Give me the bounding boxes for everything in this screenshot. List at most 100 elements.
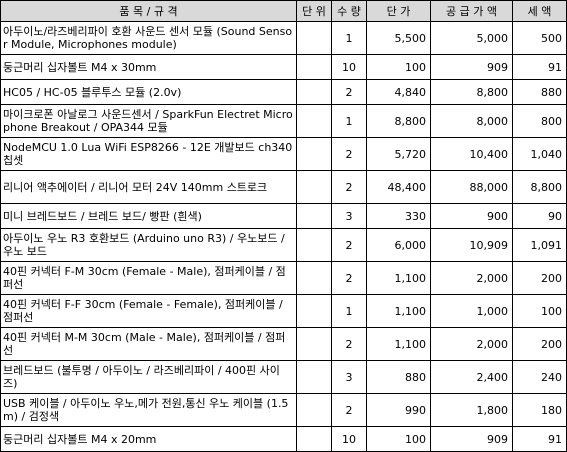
header-tax: 세 액 bbox=[512, 0, 567, 22]
item-tax: 90 bbox=[512, 203, 567, 229]
item-name: 둥근머리 십자볼트 M4 x 30mm bbox=[0, 54, 297, 80]
item-name: 브레드보드 (불투명 / 아두이노 / 라즈베리파이 / 400핀 사이즈) bbox=[0, 360, 297, 394]
item-unit bbox=[296, 137, 332, 171]
item-price: 5,500 bbox=[366, 21, 431, 55]
item-tax: 880 bbox=[512, 79, 567, 105]
item-name: HC05 / HC-05 블루투스 모듈 (2.0v) bbox=[0, 79, 297, 105]
table-body: 아두이노/라즈베리파이 호환 사운드 센서 모듈 (Sound Sensor M… bbox=[0, 21, 567, 452]
item-qty: 1 bbox=[331, 294, 367, 328]
table-row: HC05 / HC-05 블루투스 모듈 (2.0v) 2 4,840 8,80… bbox=[0, 79, 567, 105]
item-qty: 1 bbox=[331, 104, 367, 138]
item-unit bbox=[296, 360, 332, 394]
item-tax: 200 bbox=[512, 261, 567, 295]
table-row: 미니 브레드보드 / 브레드 보드/ 빵판 (흰색) 3 330 900 90 bbox=[0, 203, 567, 229]
table-row: 마이크로폰 아날로그 사운드센서 / SparkFun Electret Mic… bbox=[0, 104, 567, 138]
item-tax: 200 bbox=[512, 327, 567, 361]
table-row: 둥근머리 십자볼트 M4 x 20mm 10 100 909 91 bbox=[0, 426, 567, 452]
table-row: 아두이노 우노 R3 호환보드 (Arduino uno R3) / 우노보드 … bbox=[0, 228, 567, 262]
table-row: USB 케이블 / 아두이노 우노,메가 전원,통신 우노 케이블 (1.5m)… bbox=[0, 393, 567, 427]
item-tax: 180 bbox=[512, 393, 567, 427]
item-price: 8,800 bbox=[366, 104, 431, 138]
item-supply: 5,000 bbox=[430, 21, 513, 55]
item-qty: 2 bbox=[331, 79, 367, 105]
item-price: 990 bbox=[366, 393, 431, 427]
item-name: 40핀 커넥터 F-M 30cm (Female - Male), 점퍼케이블 … bbox=[0, 261, 297, 295]
item-qty: 2 bbox=[331, 261, 367, 295]
item-supply: 2,000 bbox=[430, 261, 513, 295]
item-tax: 91 bbox=[512, 426, 567, 452]
item-tax: 100 bbox=[512, 294, 567, 328]
table-row: 40핀 커넥터 M-M 30cm (Male - Male), 점퍼케이블 / … bbox=[0, 327, 567, 361]
item-unit bbox=[296, 426, 332, 452]
item-unit bbox=[296, 327, 332, 361]
item-unit bbox=[296, 170, 332, 204]
table-row: 40핀 커넥터 F-M 30cm (Female - Male), 점퍼케이블 … bbox=[0, 261, 567, 295]
item-name: 마이크로폰 아날로그 사운드센서 / SparkFun Electret Mic… bbox=[0, 104, 297, 138]
item-supply: 2,000 bbox=[430, 327, 513, 361]
item-qty: 10 bbox=[331, 54, 367, 80]
item-supply: 88,000 bbox=[430, 170, 513, 204]
item-tax: 8,800 bbox=[512, 170, 567, 204]
item-tax: 1,091 bbox=[512, 228, 567, 262]
item-name: 40핀 커넥터 M-M 30cm (Male - Male), 점퍼케이블 / … bbox=[0, 327, 297, 361]
table-row: 브레드보드 (불투명 / 아두이노 / 라즈베리파이 / 400핀 사이즈) 3… bbox=[0, 360, 567, 394]
item-unit bbox=[296, 79, 332, 105]
item-unit bbox=[296, 54, 332, 80]
item-qty: 2 bbox=[331, 137, 367, 171]
item-qty: 3 bbox=[331, 203, 367, 229]
item-price: 5,720 bbox=[366, 137, 431, 171]
item-tax: 1,040 bbox=[512, 137, 567, 171]
item-name: 둥근머리 십자볼트 M4 x 20mm bbox=[0, 426, 297, 452]
item-price: 1,100 bbox=[366, 327, 431, 361]
item-name: NodeMCU 1.0 Lua WiFi ESP8266 - 12E 개발보드 … bbox=[0, 137, 297, 171]
item-price: 100 bbox=[366, 426, 431, 452]
item-price: 1,100 bbox=[366, 294, 431, 328]
item-name: 리니어 액추에이터 / 리니어 모터 24V 140mm 스트로크 bbox=[0, 170, 297, 204]
header-item: 품 목 / 규 격 bbox=[0, 0, 297, 22]
item-supply: 8,800 bbox=[430, 79, 513, 105]
item-supply: 1,000 bbox=[430, 294, 513, 328]
item-qty: 2 bbox=[331, 327, 367, 361]
item-name: 미니 브레드보드 / 브레드 보드/ 빵판 (흰색) bbox=[0, 203, 297, 229]
item-price: 6,000 bbox=[366, 228, 431, 262]
item-supply: 900 bbox=[430, 203, 513, 229]
item-supply: 2,400 bbox=[430, 360, 513, 394]
item-price: 4,840 bbox=[366, 79, 431, 105]
item-supply: 8,000 bbox=[430, 104, 513, 138]
item-name: USB 케이블 / 아두이노 우노,메가 전원,통신 우노 케이블 (1.5m)… bbox=[0, 393, 297, 427]
item-price: 100 bbox=[366, 54, 431, 80]
item-unit bbox=[296, 228, 332, 262]
table-row: 아두이노/라즈베리파이 호환 사운드 센서 모듈 (Sound Sensor M… bbox=[0, 21, 567, 55]
item-unit bbox=[296, 203, 332, 229]
header-supply: 공 급 가 액 bbox=[430, 0, 513, 22]
item-qty: 2 bbox=[331, 170, 367, 204]
item-qty: 2 bbox=[331, 393, 367, 427]
table-row: NodeMCU 1.0 Lua WiFi ESP8266 - 12E 개발보드 … bbox=[0, 137, 567, 171]
item-supply: 10,400 bbox=[430, 137, 513, 171]
item-supply: 10,909 bbox=[430, 228, 513, 262]
item-qty: 10 bbox=[331, 426, 367, 452]
table-row: 둥근머리 십자볼트 M4 x 30mm 10 100 909 91 bbox=[0, 54, 567, 80]
table-row: 40핀 커넥터 F-F 30cm (Female - Female), 점퍼케이… bbox=[0, 294, 567, 328]
item-unit bbox=[296, 21, 332, 55]
item-price: 1,100 bbox=[366, 261, 431, 295]
item-supply: 909 bbox=[430, 54, 513, 80]
item-supply: 1,800 bbox=[430, 393, 513, 427]
item-qty: 2 bbox=[331, 228, 367, 262]
table-header-row: 품 목 / 규 격 단 위 수 량 단 가 공 급 가 액 세 액 bbox=[0, 0, 567, 22]
item-name: 아두이노/라즈베리파이 호환 사운드 센서 모듈 (Sound Sensor M… bbox=[0, 21, 297, 55]
item-unit bbox=[296, 294, 332, 328]
item-price: 880 bbox=[366, 360, 431, 394]
item-qty: 3 bbox=[331, 360, 367, 394]
item-tax: 500 bbox=[512, 21, 567, 55]
item-supply: 909 bbox=[430, 426, 513, 452]
item-qty: 1 bbox=[331, 21, 367, 55]
header-unit: 단 위 bbox=[296, 0, 332, 22]
header-qty: 수 량 bbox=[331, 0, 367, 22]
item-unit bbox=[296, 261, 332, 295]
item-tax: 240 bbox=[512, 360, 567, 394]
item-unit bbox=[296, 393, 332, 427]
table-row: 리니어 액추에이터 / 리니어 모터 24V 140mm 스트로크 2 48,4… bbox=[0, 170, 567, 204]
item-unit bbox=[296, 104, 332, 138]
